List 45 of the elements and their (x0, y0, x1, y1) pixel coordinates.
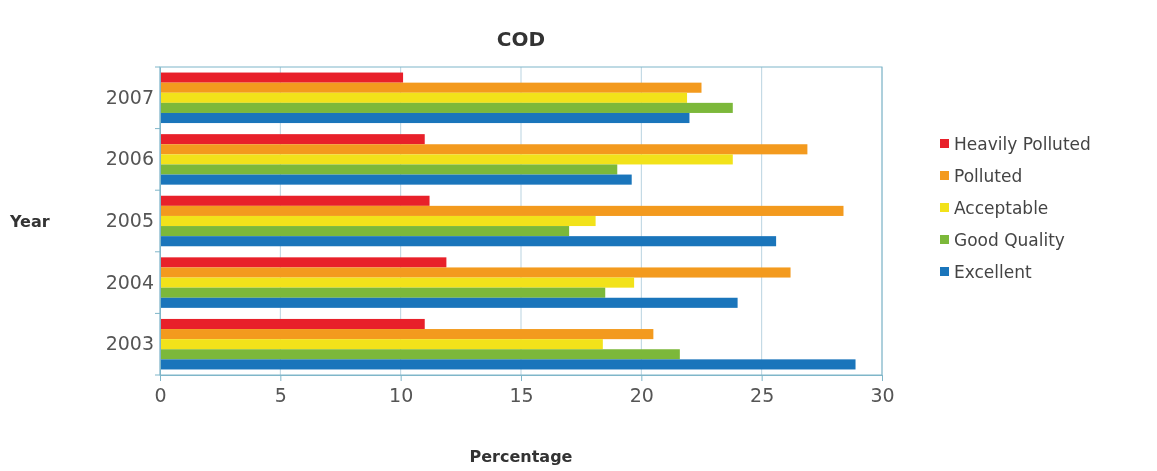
bar (160, 205, 844, 216)
bar (160, 257, 447, 268)
y-tick-label: 2005 (105, 209, 154, 232)
bar (160, 112, 690, 124)
x-axis-title: Percentage (469, 447, 573, 466)
y-tick-label: 2007 (105, 85, 154, 108)
x-tick-label: 25 (750, 384, 775, 407)
y-axis-title: Year (9, 212, 50, 231)
x-tick-label: 30 (870, 384, 895, 407)
x-tick-label: 15 (509, 384, 534, 407)
bar (160, 164, 618, 175)
bar (160, 287, 606, 298)
bar (160, 215, 596, 227)
bar (160, 297, 738, 308)
bar (160, 359, 856, 370)
chart-title: COD (496, 27, 546, 51)
y-tick-label: 2006 (105, 147, 154, 170)
bar (160, 277, 635, 288)
bar (160, 236, 777, 247)
bar (160, 134, 425, 145)
legend-label: Acceptable (954, 198, 1049, 218)
legend-label: Heavily Polluted (954, 134, 1091, 154)
x-tick-label: 0 (154, 384, 167, 407)
bar (160, 349, 680, 360)
y-tick-label: 2004 (105, 270, 154, 293)
bar (160, 102, 733, 113)
bar (160, 339, 603, 350)
legend-label: Good Quality (954, 230, 1065, 250)
x-tick-label: 5 (274, 384, 287, 407)
x-tick-label: 10 (389, 384, 414, 407)
bar (160, 144, 808, 155)
x-tick-label: 20 (629, 384, 654, 407)
bar (160, 92, 688, 103)
bar (160, 267, 791, 278)
bar (160, 226, 570, 237)
bar (160, 154, 733, 165)
bar (160, 82, 702, 93)
legend-label: Polluted (954, 166, 1023, 186)
bar (160, 174, 632, 185)
bar (160, 72, 404, 83)
legend-label: Excellent (954, 262, 1032, 282)
bar (160, 318, 425, 330)
bar (160, 329, 654, 340)
bar (160, 195, 430, 206)
y-tick-label: 2003 (105, 332, 154, 355)
